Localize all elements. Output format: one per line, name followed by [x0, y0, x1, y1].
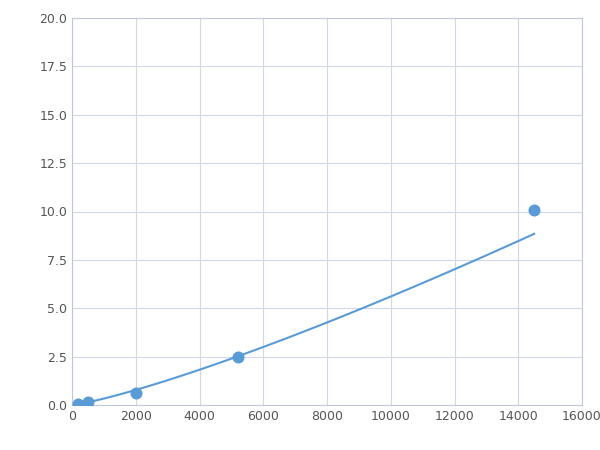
Point	[233, 353, 242, 360]
Point	[83, 399, 93, 406]
Point	[529, 206, 539, 213]
Point	[74, 400, 83, 408]
Point	[131, 390, 140, 397]
